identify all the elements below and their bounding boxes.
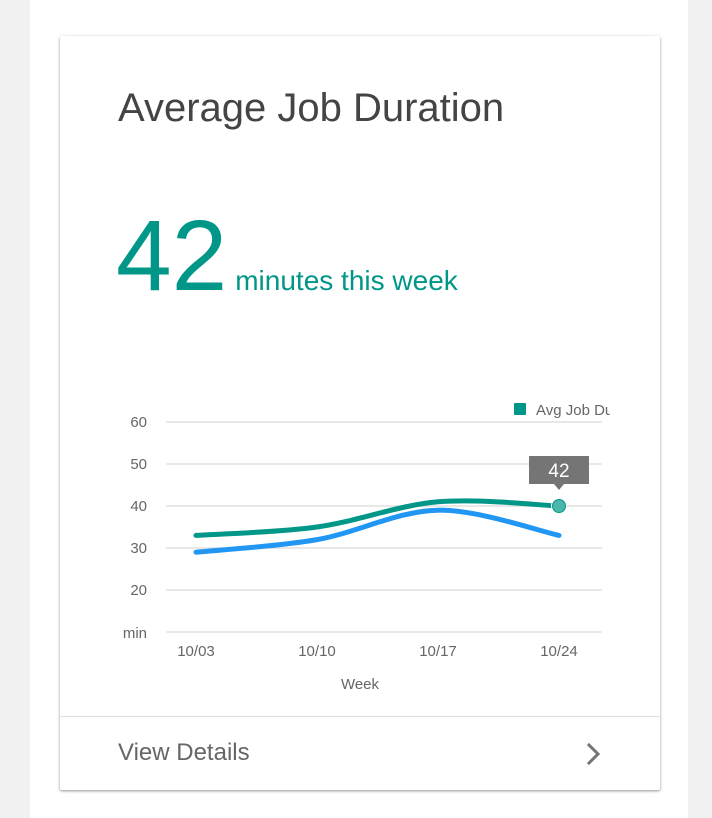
metric-unit: minutes this week <box>235 265 458 296</box>
series-line-secondary <box>193 507 562 555</box>
card-title: Average Job Duration <box>118 86 505 130</box>
tooltip-pointer <box>554 484 564 490</box>
y-tick-label: 40 <box>130 498 147 515</box>
view-details-label: View Details <box>118 739 250 766</box>
view-details-button[interactable]: View Details <box>60 717 660 790</box>
x-tick-label: 10/24 <box>540 643 578 660</box>
chevron-right-icon <box>586 742 601 766</box>
metric-value: 42 <box>116 200 228 312</box>
x-tick-label: 10/17 <box>419 643 457 660</box>
x-tick-label: 10/03 <box>177 643 215 660</box>
series-line-avg-job-duration <box>193 498 562 538</box>
highlight-point <box>552 499 566 513</box>
tooltip-label: 42 <box>548 461 569 482</box>
legend-swatch <box>514 403 526 415</box>
card-divider <box>60 716 660 717</box>
y-tick-label: 60 <box>130 414 147 431</box>
legend-label: Avg Job Duration <box>536 402 610 419</box>
y-tick-label: 30 <box>130 540 147 557</box>
tooltip-box <box>529 456 589 484</box>
y-axis-unit-label: min <box>123 625 147 642</box>
y-tick-label: 20 <box>130 582 147 599</box>
duration-line-chart: 60 50 40 30 20 min 10/03 10/10 10/17 10/24 Week Avg… <box>123 402 610 693</box>
metric: 42 minutes this week <box>116 206 458 306</box>
x-tick-label: 10/10 <box>298 643 336 660</box>
job-duration-card: Average Job Duration 42 minutes this week… <box>60 36 660 790</box>
x-axis-label: Week <box>341 676 380 693</box>
y-tick-label: 50 <box>130 456 147 473</box>
